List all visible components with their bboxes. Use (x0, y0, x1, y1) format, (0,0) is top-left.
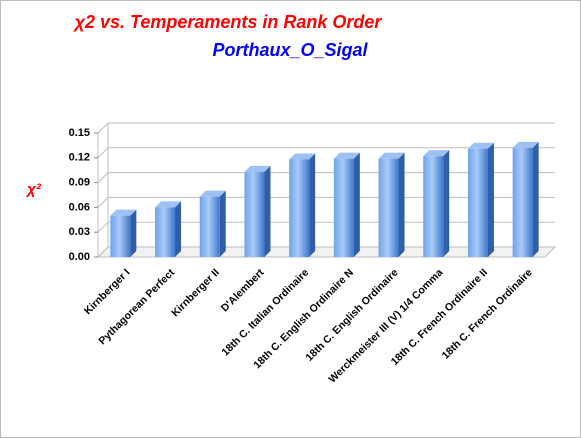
bar (512, 147, 533, 257)
bar-side (398, 152, 405, 257)
y-tick-label: 0.06 (69, 201, 90, 213)
bar-top (289, 153, 316, 160)
grid-line (97, 147, 555, 159)
bar-side (487, 142, 494, 257)
bar-side (264, 165, 271, 257)
bar-top (155, 201, 182, 208)
bar (467, 148, 488, 257)
bar-top (199, 190, 226, 197)
bar (244, 171, 265, 257)
y-tick-label: 0.15 (69, 127, 90, 139)
bar-side (353, 152, 360, 257)
y-tick-label: 0.03 (69, 226, 90, 238)
grid-line (97, 221, 555, 233)
grid-line (97, 172, 555, 183)
bar (423, 156, 444, 257)
bar-side (175, 201, 182, 257)
bar (110, 215, 131, 257)
chart-title: χ2 vs. Temperaments in Rank Order (73, 12, 383, 32)
grid-line (97, 246, 555, 258)
bar (155, 207, 176, 257)
bar-side (443, 150, 450, 257)
bar-top (512, 141, 539, 148)
grid-line (97, 122, 555, 134)
y-axis-label: χ² (25, 181, 42, 198)
bar-side (532, 141, 539, 257)
y-tick-label: 0.12 (69, 152, 90, 164)
y-tick-label: 0.00 (69, 251, 90, 263)
bar (199, 196, 220, 257)
bar (333, 158, 354, 257)
bar-top (110, 209, 137, 216)
bar-top (378, 152, 405, 159)
bar-top (423, 150, 450, 157)
bar-side (130, 209, 137, 257)
y-tick-label: 0.09 (69, 177, 90, 189)
bar-top (467, 142, 494, 149)
bar (378, 158, 399, 257)
bar-top (244, 165, 271, 172)
bar (289, 159, 310, 257)
chart-subtitle: Porthaux_O_Sigal (212, 40, 368, 60)
bar-side (309, 153, 316, 257)
bar-top (333, 152, 360, 159)
grid-line (97, 196, 555, 208)
bar-side (219, 190, 226, 257)
